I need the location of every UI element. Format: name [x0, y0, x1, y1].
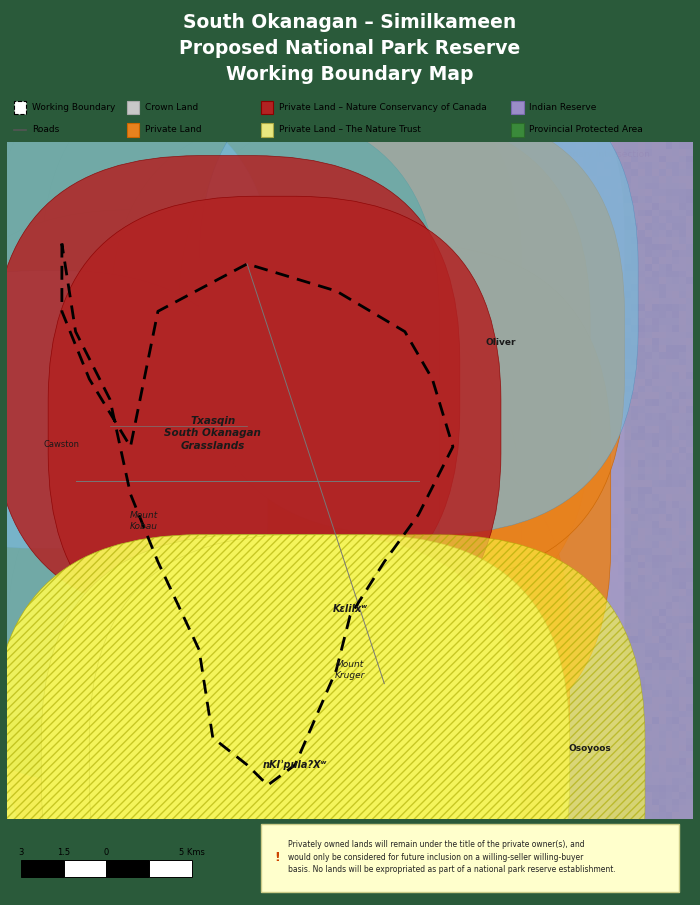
- Text: !: !: [274, 851, 280, 864]
- Text: ALR/Boundary Intersection: ALR/Boundary Intersection: [529, 150, 650, 159]
- Bar: [511, 148, 524, 161]
- Text: Working Boundary: Working Boundary: [32, 103, 115, 112]
- FancyBboxPatch shape: [0, 33, 446, 562]
- Bar: [64, 860, 106, 877]
- Text: 3: 3: [18, 848, 23, 857]
- Text: Oliver: Oliver: [486, 338, 516, 348]
- Text: Roads: Roads: [32, 126, 59, 135]
- Bar: [21, 860, 64, 877]
- Bar: [261, 123, 273, 137]
- Text: 1.5: 1.5: [57, 848, 70, 857]
- Text: South Okanagan – Similkameen
Proposed National Park Reserve
Working Boundary Map: South Okanagan – Similkameen Proposed Na…: [179, 14, 521, 83]
- FancyBboxPatch shape: [0, 210, 439, 765]
- FancyBboxPatch shape: [0, 535, 473, 905]
- FancyBboxPatch shape: [0, 0, 350, 650]
- FancyBboxPatch shape: [7, 433, 570, 905]
- FancyBboxPatch shape: [0, 271, 267, 718]
- Text: Provincial Protected Area: Provincial Protected Area: [529, 126, 643, 135]
- FancyBboxPatch shape: [90, 535, 570, 905]
- FancyBboxPatch shape: [0, 109, 439, 786]
- FancyBboxPatch shape: [178, 109, 624, 582]
- FancyBboxPatch shape: [261, 824, 679, 892]
- Bar: [149, 860, 192, 877]
- FancyBboxPatch shape: [0, 47, 460, 535]
- Text: Private Land: Private Land: [145, 126, 202, 135]
- Text: nKlʾpula?Xʷ: nKlʾpula?Xʷ: [263, 760, 328, 770]
- FancyBboxPatch shape: [0, 156, 460, 616]
- FancyBboxPatch shape: [0, 27, 624, 905]
- Bar: [511, 101, 524, 114]
- FancyBboxPatch shape: [144, 243, 610, 751]
- FancyBboxPatch shape: [48, 196, 501, 656]
- Bar: [14, 101, 26, 114]
- Text: Cawston: Cawston: [44, 440, 80, 449]
- Bar: [261, 101, 273, 114]
- Text: Txasqin
South Okanagan
Grasslands: Txasqin South Okanagan Grasslands: [164, 415, 261, 451]
- Bar: [511, 123, 524, 137]
- Text: Kεlilxʷ: Kεlilxʷ: [332, 605, 368, 614]
- Bar: [127, 101, 139, 114]
- FancyBboxPatch shape: [41, 61, 521, 603]
- Text: Mount
Kobau: Mount Kobau: [130, 511, 158, 531]
- Bar: [106, 860, 149, 877]
- FancyBboxPatch shape: [110, 115, 590, 630]
- Text: Private Land – The Nature Trust: Private Land – The Nature Trust: [279, 126, 421, 135]
- FancyBboxPatch shape: [0, 305, 522, 833]
- Text: 0: 0: [104, 848, 109, 857]
- FancyBboxPatch shape: [0, 535, 645, 905]
- FancyBboxPatch shape: [199, 61, 638, 535]
- FancyBboxPatch shape: [41, 535, 521, 905]
- Text: Crown Land: Crown Land: [145, 103, 198, 112]
- Text: Mount
Kruger: Mount Kruger: [335, 661, 365, 680]
- FancyBboxPatch shape: [0, 88, 274, 548]
- Text: 5 Kms: 5 Kms: [179, 848, 205, 857]
- Text: Osoyoos: Osoyoos: [568, 744, 612, 753]
- Text: Private Land – Nature Conservancy of Canada: Private Land – Nature Conservancy of Can…: [279, 103, 486, 112]
- Text: Privately owned lands will remain under the title of the private owner(s), and
w: Privately owned lands will remain under …: [288, 841, 616, 874]
- Text: Indian Reserve: Indian Reserve: [529, 103, 596, 112]
- Bar: [127, 123, 139, 137]
- FancyBboxPatch shape: [199, 0, 700, 887]
